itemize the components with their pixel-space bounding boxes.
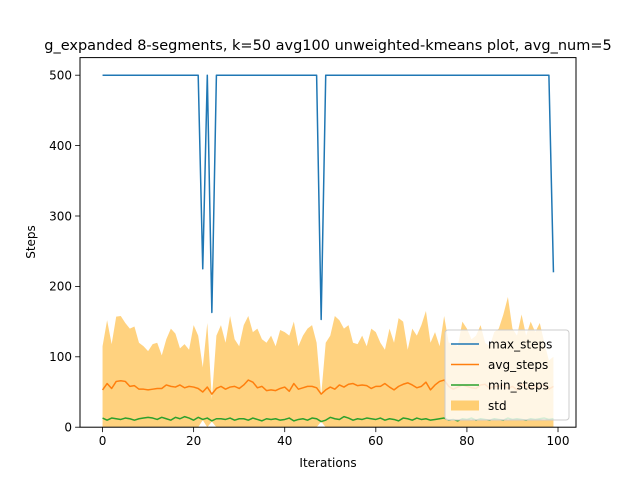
legend-swatch-std	[451, 400, 479, 411]
y-tick-label: 200	[49, 280, 72, 294]
x-tick-label: 80	[459, 434, 474, 448]
legend-label-avg-steps: avg_steps	[488, 358, 548, 372]
legend-label-std: std	[488, 399, 507, 413]
plot-frame	[79, 57, 577, 428]
y-tick-label: 500	[49, 69, 72, 83]
y-tick-label: 300	[49, 209, 72, 223]
y-tick-label: 100	[49, 350, 72, 364]
y-axis-label: Steps	[24, 225, 38, 259]
x-tick-label: 20	[186, 434, 201, 448]
y-tick-label: 0	[64, 421, 72, 435]
series-std-area	[102, 296, 554, 428]
y-tick-label: 400	[49, 139, 72, 153]
legend-box	[444, 329, 570, 421]
x-axis-ticks: 0 20 40 60 80 100	[99, 427, 570, 448]
x-tick-label: 100	[547, 434, 570, 448]
legend-label-min-steps: min_steps	[488, 378, 549, 392]
x-tick-label: 0	[99, 434, 107, 448]
legend-label-max-steps: max_steps	[488, 337, 552, 351]
y-axis-ticks: 0 100 200 300 400 500	[49, 69, 80, 435]
x-tick-label: 60	[368, 434, 383, 448]
series-max-steps-line	[102, 74, 555, 321]
chart-title: g_expanded 8-segments, k=50 avg100 unwei…	[44, 38, 611, 54]
std-area-layer	[102, 296, 554, 428]
x-tick-label: 40	[277, 434, 292, 448]
x-axis-label: Iterations	[299, 456, 356, 470]
